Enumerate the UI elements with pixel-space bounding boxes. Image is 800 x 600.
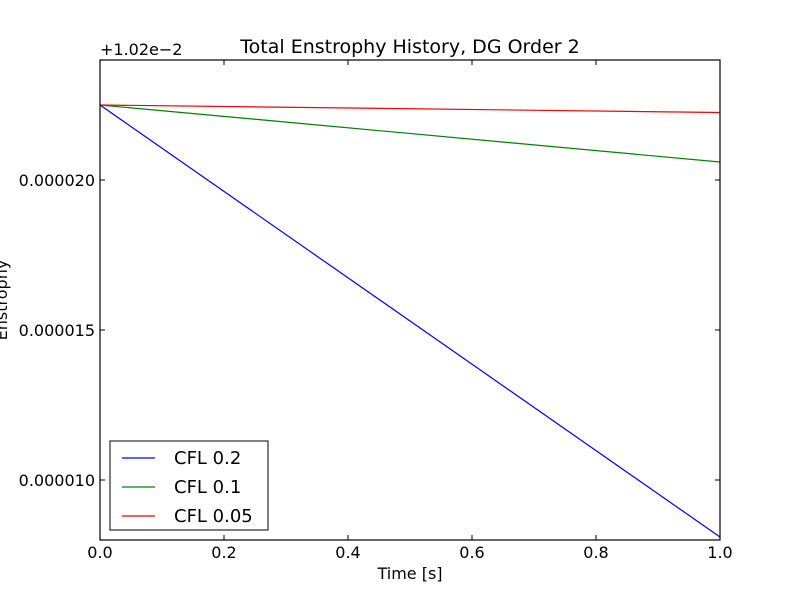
legend-label: CFL 0.05 [174, 506, 253, 527]
series-line-1 [100, 104, 720, 163]
axis-ticks: 0.0 0.2 0.4 0.6 0.8 1.0 0.000010 0.000015 0.0000… [19, 60, 733, 562]
plot-area [100, 104, 720, 538]
y-tick-label: 0.000010 [19, 471, 95, 490]
series-line-0 [100, 104, 720, 538]
x-tick-label: 0.2 [211, 543, 236, 562]
y-tick-label: 0.000015 [19, 321, 95, 340]
x-tick-label: 0.6 [459, 543, 484, 562]
x-tick-label: 0.4 [335, 543, 360, 562]
series-line-2 [100, 104, 720, 114]
y-tick-label: 0.000020 [19, 171, 95, 190]
x-tick-label: 0.8 [583, 543, 608, 562]
legend-label: CFL 0.1 [174, 477, 241, 498]
y-offset-label: +1.02e−2 [100, 40, 182, 59]
x-tick-label: 0.0 [87, 543, 112, 562]
plot-frame [99, 59, 721, 541]
legend-box [109, 440, 269, 531]
x-tick-label: 1.0 [707, 543, 732, 562]
legend: CFL 0.2 CFL 0.1 CFL 0.05 [109, 440, 269, 531]
y-axis-label: Enstrophy [0, 260, 11, 341]
chart-title: Total Enstrophy History, DG Order 2 [239, 36, 579, 58]
legend-label: CFL 0.2 [174, 448, 241, 469]
x-axis-label: Time [s] [376, 564, 442, 583]
